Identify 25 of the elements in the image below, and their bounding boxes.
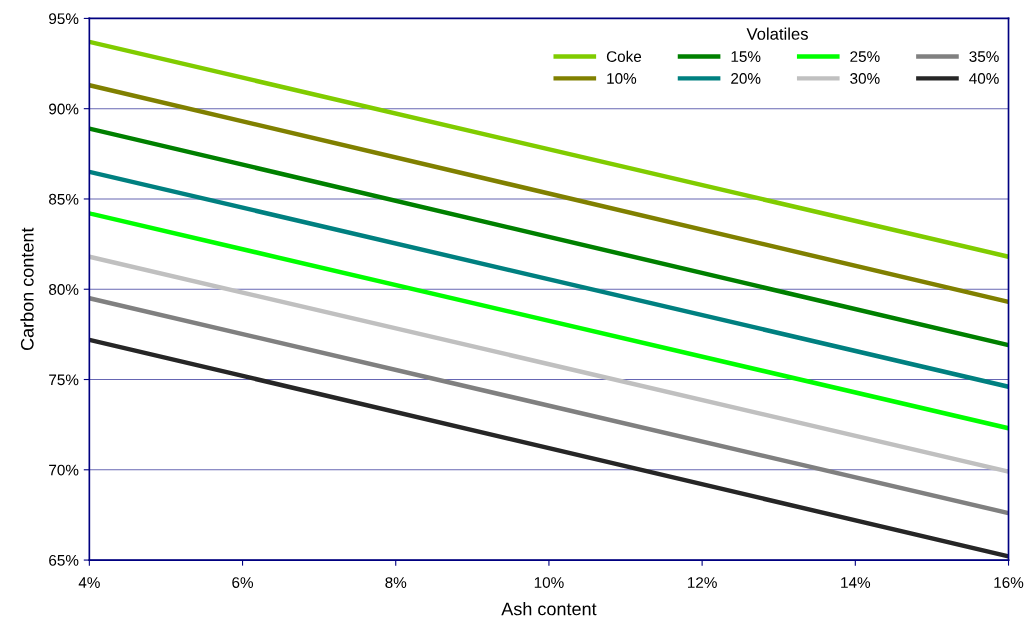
y-tick-label: 85%: [49, 193, 79, 205]
legend-label: 40%: [969, 73, 999, 84]
x-tick-label: 16%: [994, 577, 1024, 588]
x-tick-label: 14%: [841, 577, 871, 588]
y-tick-label: 80%: [49, 284, 79, 295]
x-tick-label: 10%: [534, 577, 564, 588]
x-tick-label: 12%: [688, 577, 717, 588]
y-tick-label: 70%: [49, 464, 79, 476]
y-tick-label: 75%: [49, 374, 79, 386]
x-tick-label: 6%: [232, 577, 254, 588]
legend-title: Volatiles: [746, 27, 808, 40]
y-tick-label: 65%: [49, 554, 79, 566]
y-tick-label: 95%: [49, 13, 79, 25]
y-tick-label: 90%: [49, 103, 79, 115]
x-tick-label: 4%: [78, 577, 100, 588]
legend-label: 20%: [731, 73, 761, 84]
legend-label: 10%: [607, 73, 637, 84]
legend-label: 25%: [850, 51, 880, 62]
legend-label: Coke: [606, 50, 642, 62]
legend-label: 15%: [731, 51, 761, 62]
legend-label: 35%: [969, 51, 999, 62]
x-axis-title: Ash content: [501, 602, 597, 616]
legend-label: 30%: [850, 73, 880, 84]
x-tick-label: 8%: [385, 577, 407, 588]
y-axis-title: Carbon content: [20, 227, 34, 351]
